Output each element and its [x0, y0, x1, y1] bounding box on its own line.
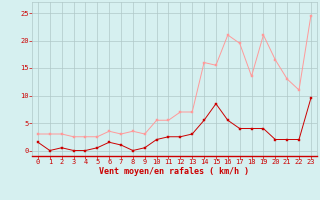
X-axis label: Vent moyen/en rafales ( km/h ): Vent moyen/en rafales ( km/h ): [100, 167, 249, 176]
